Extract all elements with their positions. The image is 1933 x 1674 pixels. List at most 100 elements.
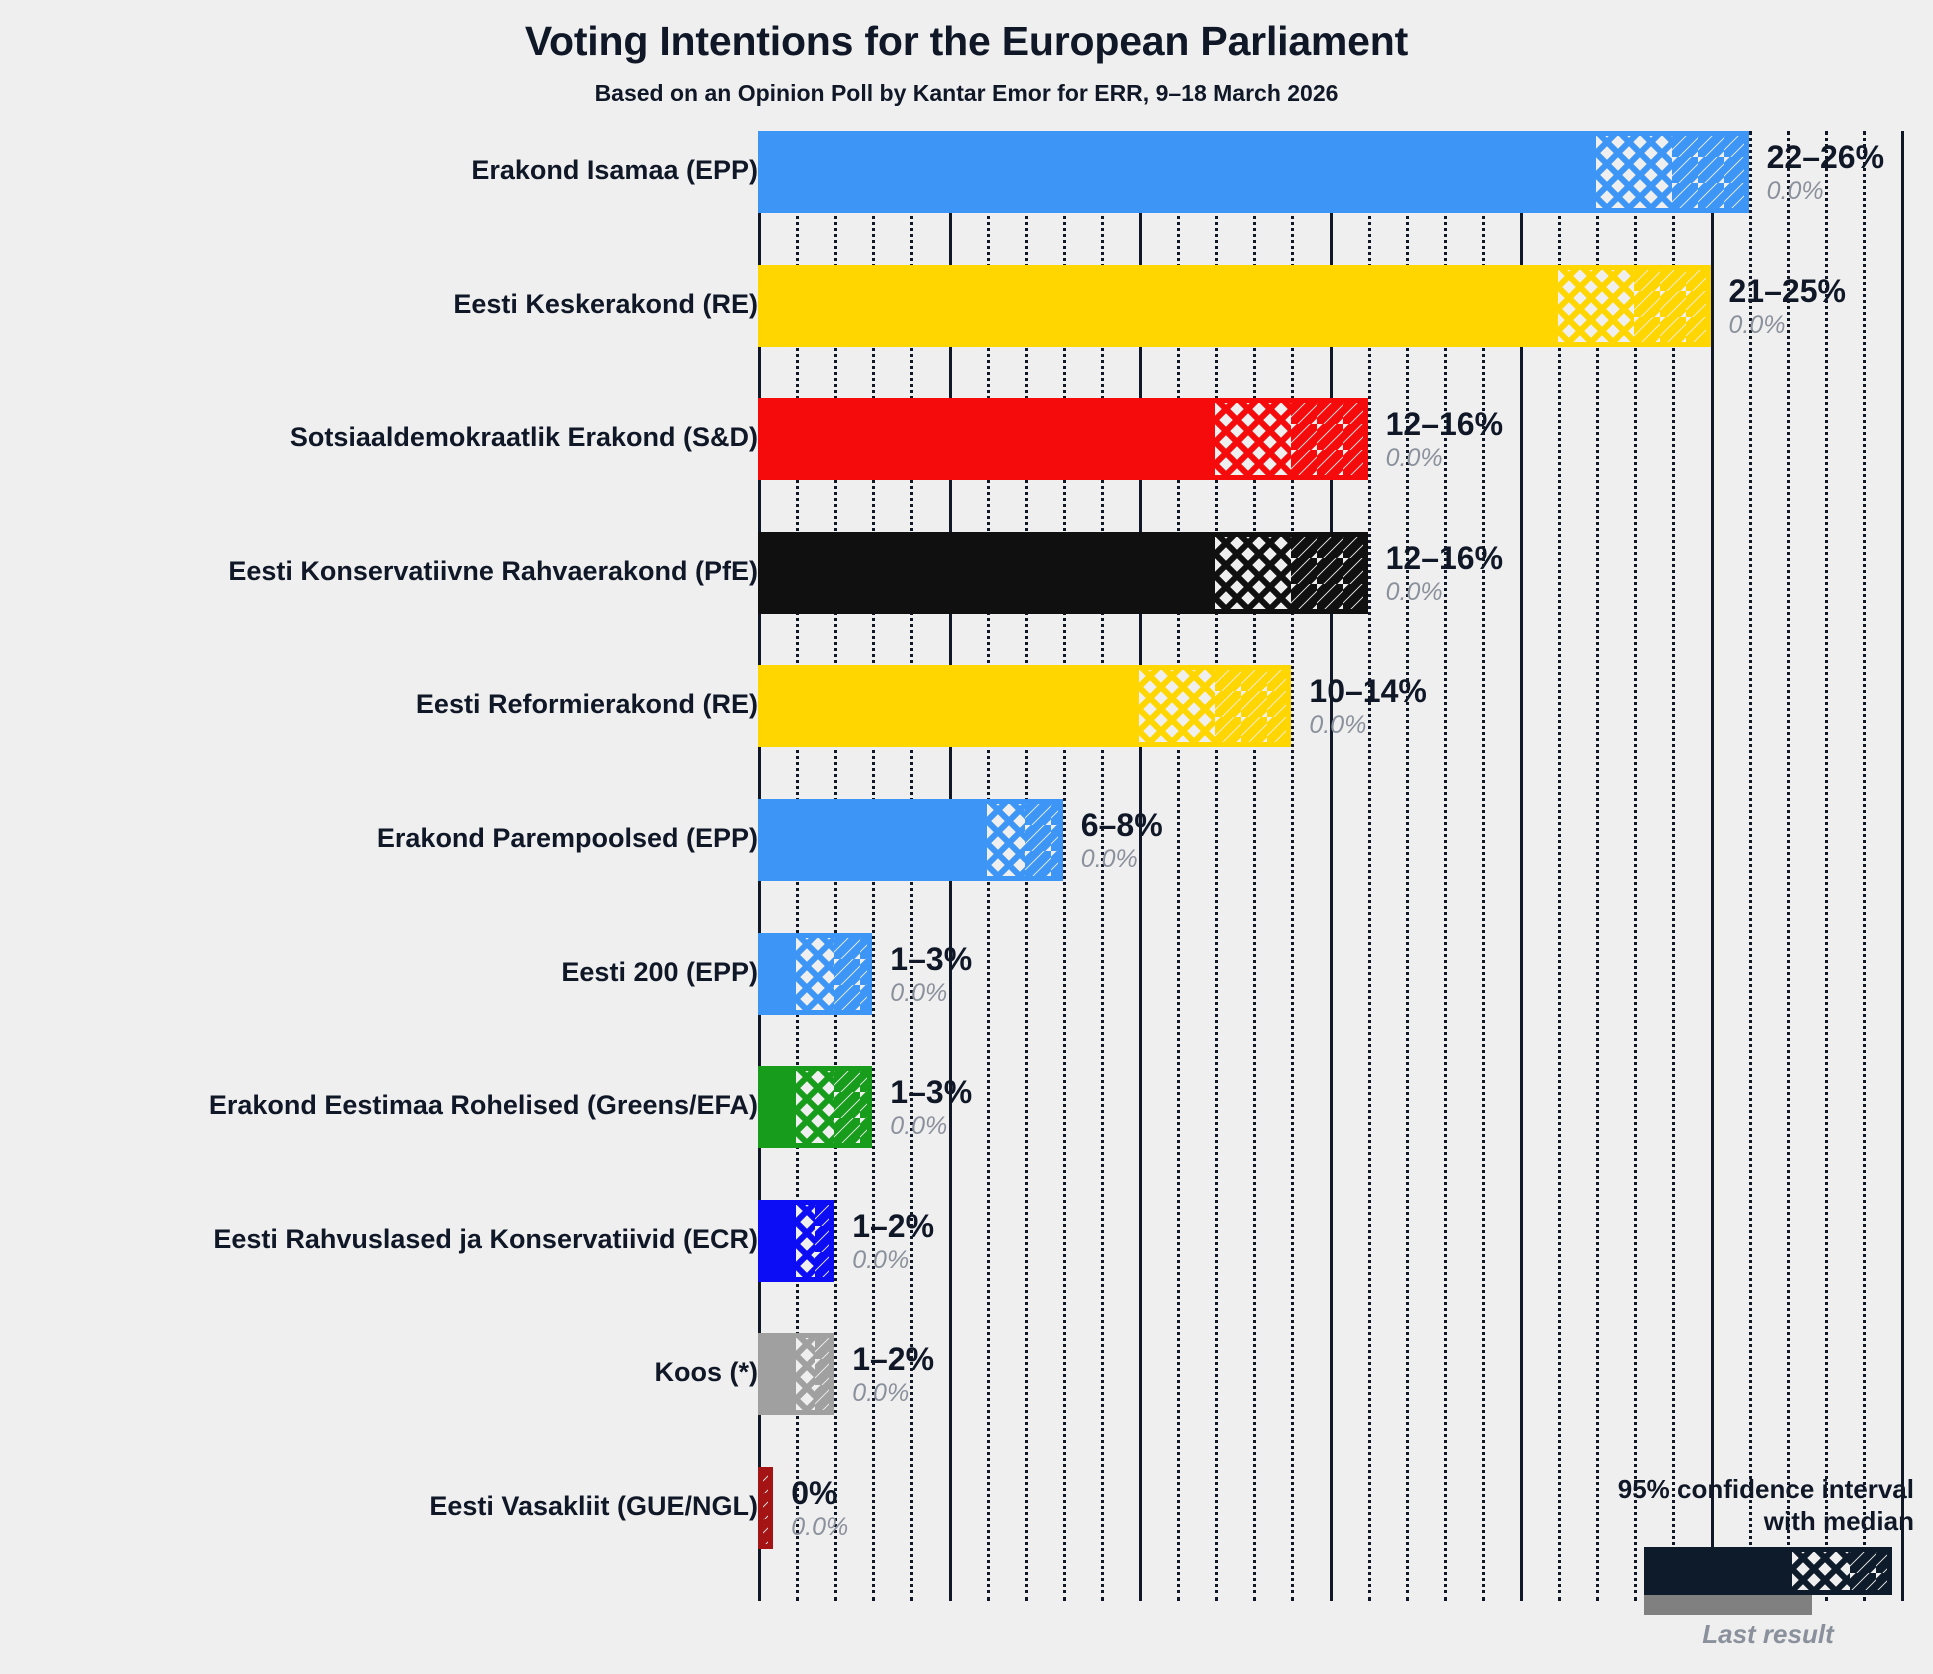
last-result-value: 0.0% [1385, 444, 1443, 473]
bar-segment-diagonal [1291, 531, 1368, 614]
value-block: 10–14% 0.0% [1309, 675, 1426, 740]
party-label: Eesti Vasakliit (GUE/NGL) [429, 1491, 758, 1521]
last-result-value: 0.0% [1385, 577, 1443, 606]
bar-segment-crosshatch [796, 1066, 835, 1149]
bar-segment-diagonal [1634, 264, 1711, 347]
bar-segment-crosshatch [986, 799, 1025, 881]
bar-segment-diagonal [834, 932, 873, 1015]
bar-row: Eesti 200 (EPP) 1–3% 0.0% [0, 932, 1933, 1015]
legend-last-result-label: Last result [1702, 1619, 1834, 1650]
bar-segment-solid [758, 398, 1216, 481]
party-label: Eesti Rahvuslased ja Konservatiivid (ECR… [213, 1223, 758, 1254]
bar-row: Koos (*) 1–2% 0.0% [0, 1333, 1933, 1416]
bar-row: Erakond Eestimaa Rohelised (Greens/EFA) 1… [0, 1066, 1933, 1149]
interval-value: 6–8% [1080, 807, 1163, 843]
interval-value: 12–16% [1385, 539, 1504, 576]
value-block: 1–2% 0.0% [852, 1210, 934, 1275]
bar-segment-solid [758, 1333, 797, 1416]
value-block: 0% 0.0% [791, 1477, 848, 1542]
bar-outline [758, 131, 1749, 213]
legend-diagonal-segment [1850, 1547, 1892, 1596]
confidence-interval-bar [758, 1199, 835, 1282]
bar-segment-solid [758, 531, 1216, 614]
bar-row: Erakond Isamaa (EPP) 22–26% 0.0% [0, 131, 1933, 213]
last-result-value: 0.0% [1728, 310, 1786, 339]
bar-segment-crosshatch [1558, 264, 1635, 347]
bar-segment-crosshatch [1596, 131, 1673, 213]
value-block: 1–2% 0.0% [852, 1343, 934, 1408]
value-block: 6–8% 0.0% [1081, 809, 1163, 874]
confidence-interval-bar [758, 131, 1749, 213]
legend-interval-swatch [1644, 1547, 1892, 1596]
party-label: Erakond Parempoolsed (EPP) [376, 823, 758, 853]
bar-outline [758, 1066, 873, 1149]
party-label: Koos (*) [654, 1357, 759, 1388]
last-result-value: 0.0% [890, 1112, 948, 1141]
chart-subtitle: Based on an Opinion Poll by Kantar Emor … [594, 80, 1339, 106]
party-label: Eesti 200 (EPP) [561, 956, 758, 987]
bar-segment-crosshatch [796, 1333, 816, 1416]
bar-row: Eesti Vasakliit (GUE/NGL) 0% 0.0% [0, 1467, 1933, 1549]
bar-segment-crosshatch [1215, 531, 1292, 614]
party-label: Erakond Isamaa (EPP) [471, 155, 758, 185]
bar-segment-diagonal [1215, 665, 1292, 748]
chart-legend: 95% confidence interval with median Last… [1480, 1474, 1920, 1650]
confidence-interval-bar [758, 665, 1292, 748]
bar-outline [758, 531, 1368, 614]
legend-swatch-outline [1644, 1547, 1892, 1596]
bar-row: Erakond Parempoolsed (EPP) 6–8% 0.0% [0, 799, 1933, 881]
bar-outline [758, 1467, 774, 1549]
value-block: 12–16% 0.0% [1386, 542, 1503, 607]
bar-segment-solid [758, 1066, 797, 1149]
confidence-interval-bar [758, 799, 1063, 881]
last-result-value: 0.0% [852, 1245, 910, 1274]
party-label: Eesti Konservatiivne Rahvaerakond (PfE) [228, 555, 758, 586]
last-result-value: 0.0% [890, 978, 948, 1007]
party-label: Sotsiaaldemokraatlik Erakond (S&D) [289, 422, 758, 453]
legend-crosshatch-segment [1792, 1547, 1850, 1596]
confidence-interval-bar [758, 264, 1711, 347]
bar-segment-diagonal [834, 1066, 873, 1149]
legend-last-result-swatch [1644, 1595, 1812, 1616]
bar-segment-diagonal [1024, 799, 1063, 881]
value-block: 12–16% 0.0% [1386, 408, 1503, 473]
bar-segment-solid [758, 131, 1597, 213]
bar-row: Eesti Keskerakond (RE) 21–25% 0.0% [0, 264, 1933, 347]
last-result-value: 0.0% [791, 1513, 849, 1541]
bar-segment-crosshatch [1215, 398, 1292, 481]
bar-outline [758, 799, 1063, 881]
interval-value: 1–2% [852, 1207, 935, 1244]
confidence-interval-bar [758, 531, 1368, 614]
bar-row: Sotsiaaldemokraatlik Erakond (S&D) 12–16%… [0, 398, 1933, 481]
value-block: 1–3% 0.0% [890, 1076, 972, 1141]
bar-outline [758, 1333, 835, 1416]
bar-segment-solid [758, 799, 987, 881]
bar-outline [758, 398, 1368, 481]
party-label: Eesti Reformierakond (RE) [415, 689, 758, 720]
confidence-interval-bar [758, 1066, 873, 1149]
last-result-value: 0.0% [1309, 711, 1367, 740]
confidence-interval-bar [758, 398, 1368, 481]
interval-value: 1–2% [852, 1341, 935, 1378]
bar-segment-solid [758, 932, 797, 1015]
interval-value: 0% [791, 1475, 838, 1511]
last-result-value: 0.0% [1766, 177, 1824, 205]
bar-segment-diagonal [1291, 398, 1368, 481]
bar-segment-solid [758, 264, 1559, 347]
value-block: 22–26% 0.0% [1767, 141, 1884, 206]
last-result-value: 0.0% [1080, 845, 1138, 873]
bar-outline [758, 264, 1711, 347]
confidence-interval-bar [758, 932, 873, 1015]
chart-title: Voting Intentions for the European Parli… [524, 18, 1409, 64]
interval-value: 22–26% [1766, 139, 1885, 175]
interval-value: 1–3% [890, 940, 973, 977]
bar-outline [758, 665, 1292, 748]
bar-outline [758, 932, 873, 1015]
bar-segment-crosshatch [1139, 665, 1216, 748]
bar-segment-solid [758, 1199, 797, 1282]
party-label: Eesti Keskerakond (RE) [453, 288, 758, 319]
bar-segment-crosshatch [796, 1199, 816, 1282]
legend-line-2: with median [1763, 1505, 1914, 1536]
